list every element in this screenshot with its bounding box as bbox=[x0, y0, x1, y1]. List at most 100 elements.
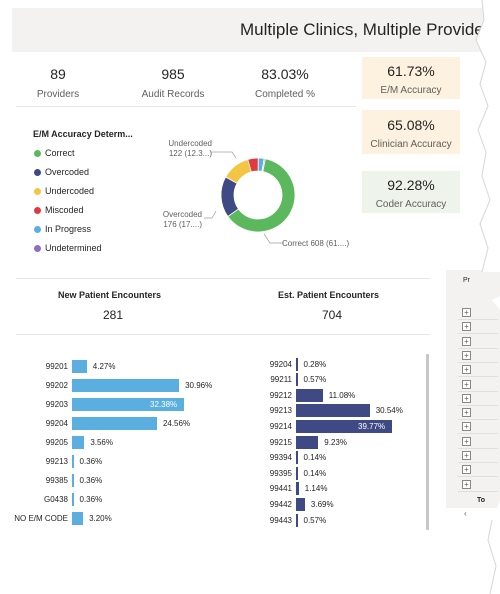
bar[interactable] bbox=[296, 466, 298, 480]
bar-value-label: 24.56% bbox=[162, 418, 191, 428]
legend-marker bbox=[34, 206, 41, 214]
expand-icon[interactable]: + bbox=[462, 322, 471, 332]
kpi-providers: 89 Providers bbox=[22, 66, 94, 100]
legend-item-overcoded[interactable]: Overcoded bbox=[34, 167, 89, 177]
expand-icon[interactable]: + bbox=[462, 336, 471, 346]
est-encounters-count: 704 bbox=[322, 308, 343, 322]
bar-row[interactable]: 99211 0.57% bbox=[262, 373, 326, 387]
side-table-row[interactable] bbox=[458, 420, 498, 435]
expand-icon[interactable]: + bbox=[462, 436, 471, 446]
est-encounters-title: Est. Patient Encounters bbox=[278, 290, 380, 300]
bar-row[interactable]: 99215 9.23% bbox=[262, 435, 347, 449]
side-table-total: To bbox=[477, 497, 486, 504]
bar-row[interactable]: 99443 0.57% bbox=[262, 513, 326, 527]
side-table-row[interactable] bbox=[458, 363, 498, 378]
expand-icon[interactable]: + bbox=[462, 393, 471, 403]
expand-icon[interactable]: + bbox=[462, 408, 471, 418]
bar[interactable] bbox=[72, 511, 84, 525]
bar-category-label: 99212 bbox=[269, 390, 292, 400]
bar[interactable] bbox=[296, 482, 299, 496]
expand-icon[interactable]: + bbox=[462, 465, 471, 475]
side-table-row[interactable] bbox=[458, 349, 498, 363]
bar[interactable] bbox=[296, 513, 298, 527]
side-table-scroll-left[interactable]: ‹ bbox=[464, 509, 467, 518]
side-table-row[interactable] bbox=[458, 435, 498, 449]
side-table-row[interactable] bbox=[458, 463, 498, 478]
card-value: 92.28% bbox=[387, 177, 435, 193]
bar-row[interactable]: 99385 0.36% bbox=[8, 473, 102, 487]
side-table-row[interactable] bbox=[458, 449, 498, 463]
legend-item-in-progress[interactable]: In Progress bbox=[34, 224, 91, 234]
bar[interactable] bbox=[296, 419, 392, 433]
bar-category-label: G0438 bbox=[43, 494, 68, 504]
expand-icon[interactable]: + bbox=[462, 379, 471, 389]
legend-label: Miscoded bbox=[45, 205, 84, 215]
expand-icon[interactable]: + bbox=[462, 308, 471, 317]
bar-row[interactable]: 99212 11.08% bbox=[262, 388, 355, 402]
bar[interactable] bbox=[296, 497, 305, 511]
side-table-row[interactable] bbox=[458, 320, 498, 335]
bar[interactable] bbox=[296, 435, 319, 449]
side-table-row[interactable] bbox=[458, 306, 498, 320]
side-table-row[interactable] bbox=[458, 406, 498, 421]
bar-row[interactable]: G0438 0.36% bbox=[8, 492, 102, 506]
kpi-label: Audit Records bbox=[141, 89, 205, 100]
bar-category-label: 99214 bbox=[269, 421, 292, 431]
chart-scrollbar[interactable] bbox=[426, 354, 429, 530]
side-table-row[interactable] bbox=[458, 378, 498, 392]
donut-slice-correct[interactable] bbox=[227, 158, 296, 233]
bar[interactable] bbox=[72, 492, 74, 506]
bar[interactable] bbox=[72, 359, 87, 373]
legend-item-undercoded[interactable]: Undercoded bbox=[34, 186, 94, 196]
bar[interactable] bbox=[72, 378, 180, 392]
bar-category-label: 99202 bbox=[45, 380, 68, 390]
bar-row[interactable]: 99394 0.14% bbox=[262, 451, 326, 465]
bar[interactable] bbox=[72, 473, 74, 487]
legend-item-undetermined[interactable]: Undetermined bbox=[34, 243, 102, 253]
kpi-completed: 83.03% Completed % bbox=[244, 66, 326, 100]
side-table-row[interactable] bbox=[458, 392, 498, 406]
expand-icon[interactable]: + bbox=[462, 451, 471, 460]
leader-line-correct bbox=[263, 233, 284, 244]
bar-row[interactable]: 99204 0.28% bbox=[262, 357, 326, 371]
bar-category-label: 99443 bbox=[269, 515, 292, 525]
bar[interactable] bbox=[72, 454, 74, 468]
legend-item-miscoded[interactable]: Miscoded bbox=[34, 205, 84, 215]
kpi-value: 89 bbox=[50, 66, 66, 82]
donut-slice-undetermined[interactable] bbox=[261, 158, 266, 172]
bar-row[interactable]: 99213 30.54% bbox=[262, 404, 403, 418]
bar-row[interactable]: 99442 3.69% bbox=[262, 497, 334, 511]
bar[interactable] bbox=[296, 404, 370, 418]
side-table-row[interactable] bbox=[458, 478, 498, 492]
bar[interactable] bbox=[72, 435, 85, 449]
legend-item-correct[interactable]: Correct bbox=[34, 148, 75, 158]
bar-row[interactable]: 99395 0.14% bbox=[262, 466, 326, 480]
expand-icon[interactable]: + bbox=[462, 350, 471, 360]
bar-row[interactable]: 99201 4.27% bbox=[8, 359, 115, 373]
donut-chart[interactable] bbox=[200, 140, 320, 250]
bar-row[interactable]: 99213 0.36% bbox=[8, 454, 102, 468]
expand-icon[interactable]: + bbox=[462, 365, 471, 375]
expand-icon[interactable]: + bbox=[462, 479, 471, 489]
bar[interactable] bbox=[296, 373, 298, 387]
card-label: Coder Accuracy bbox=[375, 199, 447, 210]
side-table-row[interactable] bbox=[458, 335, 498, 349]
bar-row[interactable]: 99214 39.77% bbox=[262, 419, 392, 433]
bar[interactable] bbox=[72, 397, 184, 411]
bar-value-label: 0.14% bbox=[303, 453, 327, 463]
bar-row[interactable]: 99204 24.56% bbox=[8, 416, 190, 430]
bar-row[interactable]: 99441 1.14% bbox=[262, 482, 327, 496]
expand-icon[interactable]: + bbox=[462, 422, 471, 432]
leader-line-overcoded bbox=[204, 210, 217, 219]
bar-row[interactable]: 99202 30.96% bbox=[8, 378, 212, 392]
bar-row[interactable]: NO E/M CODE 3.20% bbox=[8, 511, 112, 525]
card-em-accuracy: 61.73% E/M Accuracy bbox=[362, 57, 460, 99]
bar-row[interactable]: 99203 32.38% bbox=[8, 397, 184, 411]
divider bbox=[16, 278, 430, 279]
bar[interactable] bbox=[72, 416, 157, 430]
bar[interactable] bbox=[296, 357, 298, 371]
bar[interactable] bbox=[296, 451, 298, 465]
bar[interactable] bbox=[296, 388, 323, 402]
bar-row[interactable]: 99205 3.56% bbox=[8, 435, 113, 449]
kpi-label: Providers bbox=[36, 89, 80, 100]
